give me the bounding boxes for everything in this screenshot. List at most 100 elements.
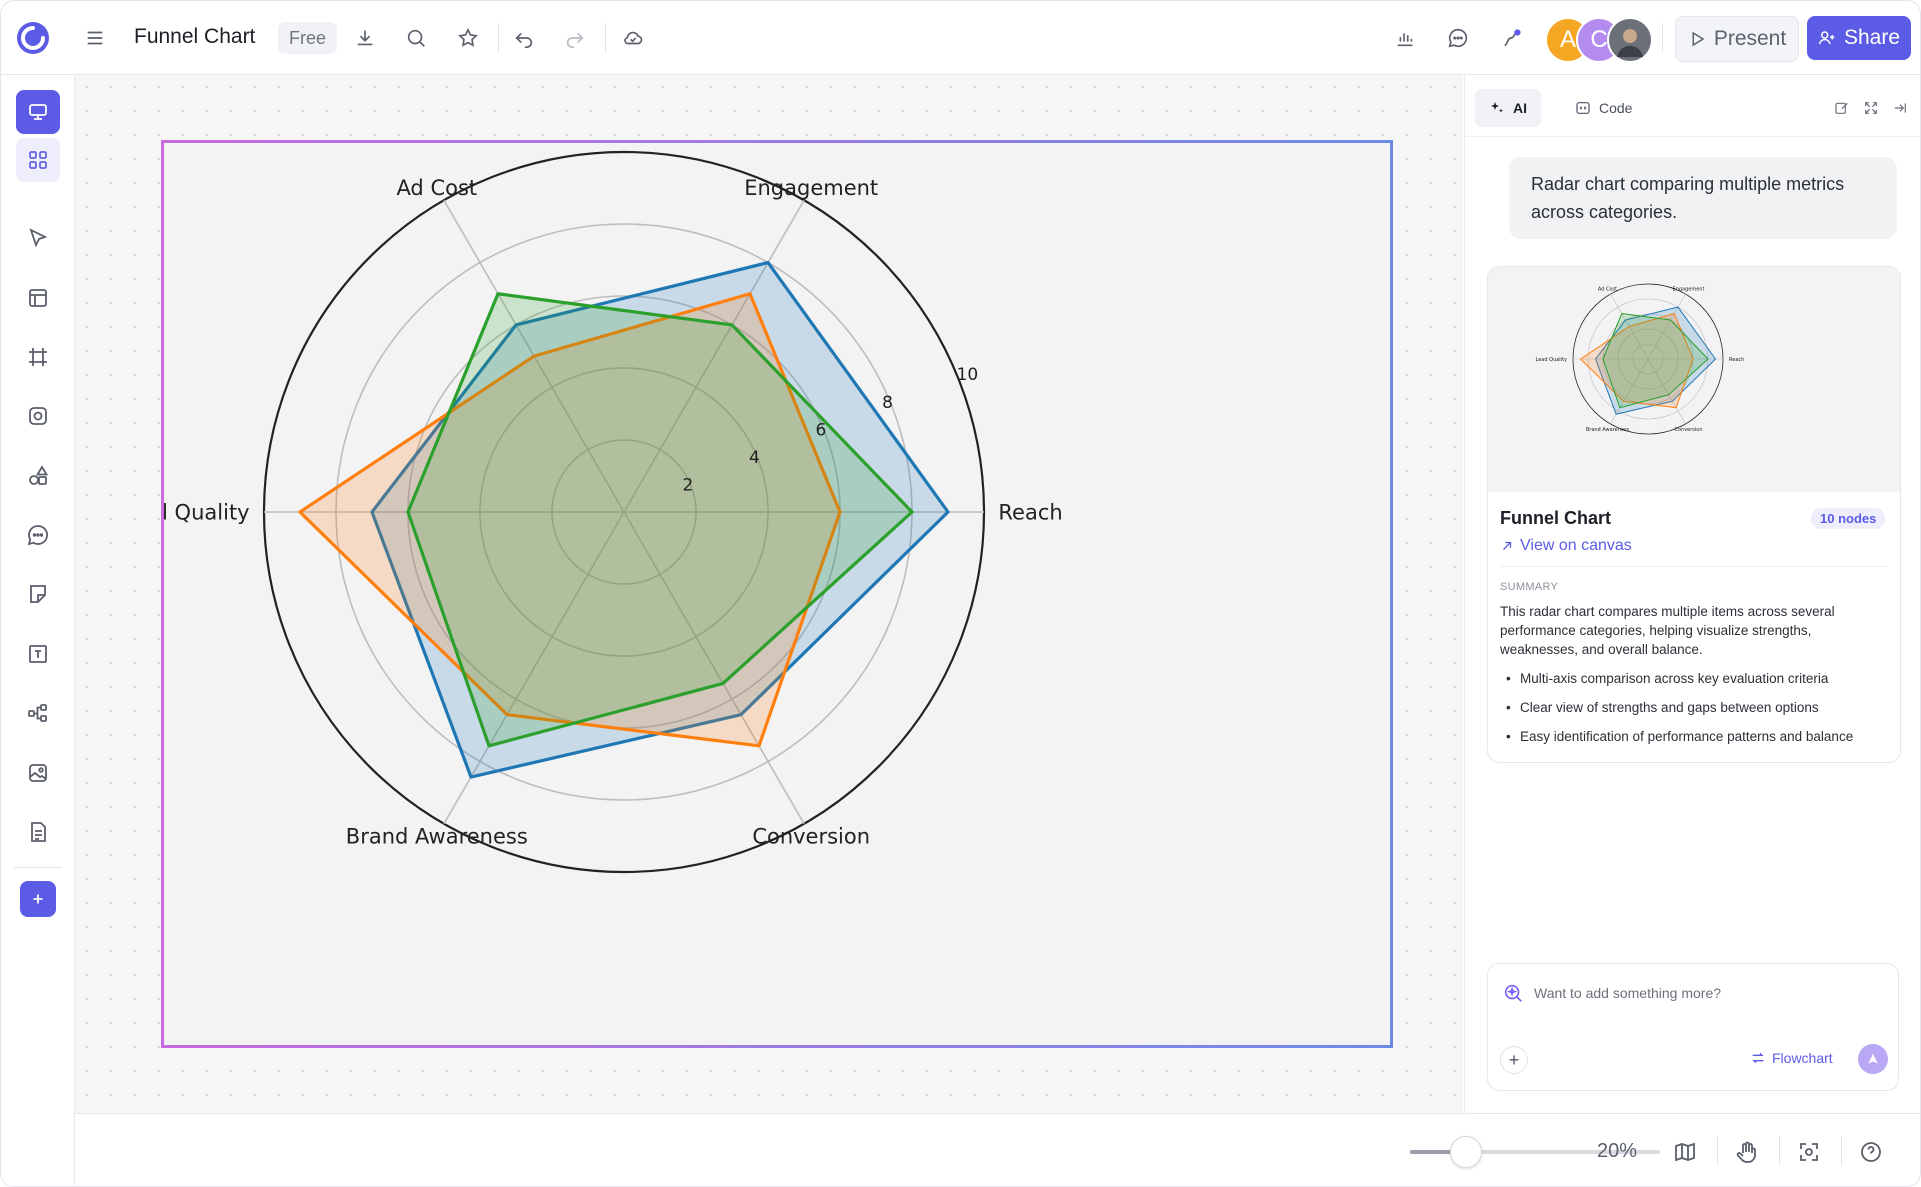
grid-icon[interactable] [16, 138, 60, 182]
view-on-canvas-link[interactable]: View on canvas [1500, 537, 1632, 555]
app-logo-icon[interactable] [15, 20, 51, 56]
help-icon[interactable] [1853, 1134, 1889, 1170]
compose-input[interactable] [1532, 980, 1866, 1006]
chart-icon[interactable] [1387, 20, 1423, 56]
radar-chart-frame[interactable]: 2 4 6 8 10 Reach Engagement Ad Cost Lead Quality… [161, 140, 1393, 1048]
send-button[interactable] [1858, 1044, 1888, 1074]
list-item: Easy identification of performance patte… [1500, 727, 1900, 746]
table-icon[interactable] [16, 276, 60, 320]
document-icon[interactable] [16, 810, 60, 854]
add-icon[interactable] [20, 881, 56, 917]
collapse-panel-icon[interactable] [1889, 97, 1911, 119]
summary-text: This radar chart compares multiple items… [1500, 604, 1835, 657]
image-icon[interactable] [16, 751, 60, 795]
category-label: Engagement [744, 176, 878, 200]
category-label: Ad Cost [396, 176, 477, 200]
list-item: Multi-axis comparison across key evaluat… [1500, 669, 1900, 688]
result-card[interactable]: Reach Engagement Ad Cost Lead Quality Brand … [1487, 266, 1901, 763]
left-toolbar [1, 75, 75, 1186]
tab-code-label: Code [1599, 100, 1633, 116]
undo-icon[interactable] [506, 20, 542, 56]
axis-spoke [443, 511, 625, 825]
radial-tick-label: 2 [683, 475, 694, 495]
attach-plus-button[interactable]: + [1500, 1046, 1528, 1074]
series-polygon [298, 292, 842, 748]
mode-switch-button[interactable]: Flowchart [1750, 1050, 1833, 1066]
star-icon[interactable] [450, 20, 486, 56]
user-avatar-photo[interactable] [1607, 17, 1653, 63]
series-polygon [406, 292, 914, 748]
ai-search-icon [1504, 984, 1522, 1002]
expand-icon[interactable] [1860, 97, 1882, 119]
share-button[interactable]: Share [1807, 16, 1911, 60]
bottom-bar: 20% [75, 1113, 1920, 1186]
map-icon[interactable] [1667, 1134, 1703, 1170]
compose-box: + Flowchart [1487, 963, 1899, 1091]
shapes-icon[interactable] [16, 454, 60, 498]
radial-tick-label: 10 [957, 365, 979, 385]
series-polygon [370, 260, 950, 779]
presentation-icon[interactable] [16, 90, 60, 134]
cloud-sync-icon[interactable] [615, 20, 651, 56]
document-title[interactable]: Funnel Chart [134, 25, 256, 48]
thumb-axis-spoke [1647, 293, 1686, 360]
thumb-category-label: Brand Awareness [1586, 427, 1630, 433]
mode-label: Flowchart [1772, 1050, 1833, 1066]
ai-panel: AI Code Radar chart comparing multiple m… [1464, 75, 1920, 1113]
radial-tick-label: 4 [749, 448, 760, 468]
chart-thumbnail[interactable]: Reach Engagement Ad Cost Lead Quality Brand … [1488, 267, 1900, 492]
zoom-slider[interactable] [1410, 1136, 1660, 1168]
text-icon[interactable] [16, 632, 60, 676]
share-label: Share [1843, 26, 1901, 49]
zoom-slider-fill [1410, 1150, 1465, 1154]
comment-icon[interactable] [16, 513, 60, 557]
nodes-badge: 10 nodes [1811, 508, 1886, 529]
thumb-series-polygon [1595, 306, 1716, 415]
thumb-axis-spoke [1610, 358, 1649, 425]
thumb-category-label: Ad Cost [1598, 287, 1617, 293]
code-icon [1576, 102, 1590, 114]
present-button[interactable]: Present [1675, 16, 1799, 62]
mindmap-icon[interactable] [16, 691, 60, 735]
sticky-note-icon[interactable] [16, 572, 60, 616]
thumb-category-label: Lead Quality [1536, 357, 1568, 363]
top-toolbar: Funnel Chart Free A C [1, 1, 1920, 75]
thumb-series-polygon [1602, 313, 1709, 409]
frame-icon[interactable] [16, 335, 60, 379]
connector-icon[interactable] [1493, 20, 1529, 56]
tab-ai[interactable]: AI [1475, 89, 1541, 127]
canvas[interactable]: 2 4 6 8 10 Reach Engagement Ad Cost Lead Quality… [75, 75, 1463, 1113]
sparkles-icon [1491, 102, 1503, 113]
result-title: Funnel Chart [1500, 508, 1611, 528]
category-label: Brand Awareness [346, 825, 528, 849]
swap-icon [1752, 1052, 1764, 1064]
zoom-slider-handle[interactable] [1450, 1136, 1482, 1168]
hand-pan-icon[interactable] [1729, 1134, 1765, 1170]
thumb-category-label: Reach [1729, 357, 1744, 363]
view-link-label: View on canvas [1520, 537, 1632, 554]
category-label: Lead Quality [164, 500, 250, 524]
radial-tick-label: 6 [816, 420, 827, 440]
comment-icon[interactable] [1440, 20, 1476, 56]
thumb-category-label: Engagement [1673, 287, 1705, 293]
fit-to-screen-icon[interactable] [1791, 1134, 1827, 1170]
summary-heading: SUMMARY [1500, 581, 1559, 593]
summary-bullets: Multi-axis comparison across key evaluat… [1500, 669, 1900, 756]
present-label: Present [1713, 27, 1787, 50]
tab-ai-label: AI [1513, 100, 1527, 116]
search-icon[interactable] [398, 20, 434, 56]
category-label: Reach [998, 500, 1062, 524]
redo-icon[interactable] [557, 20, 593, 56]
edit-icon[interactable] [1831, 97, 1853, 119]
select-pointer-icon[interactable] [16, 216, 60, 260]
send-icon [1868, 1053, 1878, 1064]
zoom-level: 20% [1597, 1140, 1638, 1162]
axis-spoke [623, 199, 805, 513]
shape-circle-icon[interactable] [16, 394, 60, 438]
tab-code[interactable]: Code [1561, 89, 1646, 127]
download-icon[interactable] [347, 20, 383, 56]
menu-icon[interactable] [77, 20, 113, 56]
radar-chart: 2 4 6 8 10 Reach Engagement Ad Cost Lead Quality… [164, 150, 1063, 874]
arrow-up-right-icon [1503, 541, 1512, 550]
add-user-icon [1818, 31, 1835, 45]
